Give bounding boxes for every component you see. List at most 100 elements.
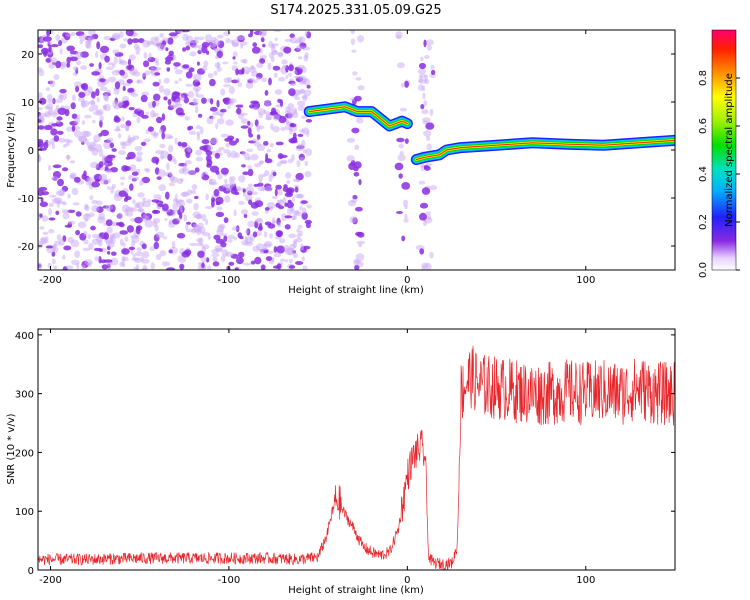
noise-blob <box>90 161 99 169</box>
noise-blob <box>120 123 126 129</box>
noise-blob <box>294 209 300 215</box>
noise-blob <box>224 195 231 203</box>
noise-blob <box>295 237 303 243</box>
noise-blob <box>248 199 253 205</box>
noise-blob <box>259 248 264 253</box>
noise-blob <box>225 38 231 44</box>
noise-blob <box>215 170 220 175</box>
noise-blob <box>168 249 173 254</box>
noise-blob <box>127 87 135 93</box>
noise-blob <box>224 178 228 184</box>
noise-blob <box>201 244 210 250</box>
noise-blob <box>356 117 364 124</box>
noise-blob <box>187 90 195 98</box>
noise-blob <box>206 265 212 270</box>
noise-blob <box>93 104 99 111</box>
noise-blob <box>279 154 288 158</box>
noise-blob <box>116 222 120 226</box>
noise-blob <box>177 209 181 216</box>
noise-blob <box>157 169 166 178</box>
noise-blob <box>299 230 303 237</box>
colorbar-tick-label: 0.0 <box>698 262 709 278</box>
noise-blob <box>265 117 273 121</box>
noise-blob <box>214 55 219 60</box>
noise-blob <box>264 100 271 107</box>
noise-blob <box>58 40 63 46</box>
noise-blob <box>205 193 209 201</box>
noise-blob <box>195 156 204 162</box>
noise-blob <box>134 216 143 224</box>
noise-blob <box>236 257 244 265</box>
noise-blob <box>250 100 259 105</box>
noise-blob <box>260 37 265 43</box>
noise-blob <box>429 251 434 259</box>
noise-blob <box>223 31 231 36</box>
noise-blob <box>417 68 427 75</box>
noise-blob <box>271 196 278 199</box>
noise-blob <box>40 236 48 245</box>
noise-blob <box>67 139 73 144</box>
noise-blob <box>158 184 167 192</box>
noise-blob <box>103 105 107 111</box>
noise-blob <box>270 56 275 62</box>
noise-blob <box>274 89 283 95</box>
noise-blob <box>240 43 244 49</box>
noise-blob <box>264 221 272 226</box>
noise-blob <box>427 213 431 220</box>
noise-blob <box>130 240 136 247</box>
noise-blob <box>66 154 70 161</box>
noise-blob <box>178 78 182 82</box>
noise-blob <box>161 261 171 267</box>
noise-blob <box>293 252 298 259</box>
noise-blob <box>250 80 258 83</box>
noise-blob <box>144 219 154 228</box>
noise-blob <box>164 218 168 221</box>
noise-blob <box>223 217 229 224</box>
noise-blob <box>112 232 121 239</box>
noise-blob <box>281 70 287 75</box>
noise-blob <box>293 75 302 79</box>
noise-blob <box>252 191 258 195</box>
noise-blob <box>59 88 67 94</box>
noise-blob <box>192 97 196 105</box>
x-tick-label: -100 <box>218 575 241 586</box>
noise-blob <box>63 144 67 148</box>
noise-blob <box>296 89 306 95</box>
noise-blob <box>284 110 290 115</box>
signal-track <box>415 139 675 161</box>
noise-blob <box>249 121 254 128</box>
noise-blob <box>107 178 111 183</box>
noise-blob <box>83 230 88 236</box>
noise-blob <box>358 243 363 248</box>
noise-blob <box>91 181 100 188</box>
noise-blob <box>419 212 427 221</box>
noise-blob <box>72 66 79 71</box>
noise-blob <box>354 264 360 270</box>
noise-blob <box>57 178 64 187</box>
noise-blob <box>346 155 355 162</box>
noise-blob <box>59 48 63 55</box>
noise-blob <box>191 184 198 190</box>
noise-blob <box>134 203 141 209</box>
noise-blob <box>241 67 245 75</box>
noise-blob <box>151 156 160 164</box>
noise-blob <box>176 217 182 222</box>
noise-blob <box>287 103 295 111</box>
noise-blob <box>71 94 76 102</box>
noise-blob <box>38 67 43 72</box>
noise-blob <box>165 191 170 200</box>
noise-blob <box>128 175 134 180</box>
noise-blob <box>196 214 202 220</box>
noise-blob <box>98 248 103 252</box>
noise-blob <box>81 120 86 125</box>
noise-blob <box>272 126 280 133</box>
noise-blob <box>226 152 232 158</box>
noise-blob <box>215 201 221 206</box>
noise-blob <box>143 52 148 59</box>
noise-blob <box>424 74 428 82</box>
noise-blob <box>98 75 105 79</box>
snr-y-ticks: 0 100 200 300 400 <box>15 331 675 577</box>
noise-blob <box>62 255 66 260</box>
noise-blob <box>203 60 209 67</box>
noise-blob <box>229 182 237 187</box>
